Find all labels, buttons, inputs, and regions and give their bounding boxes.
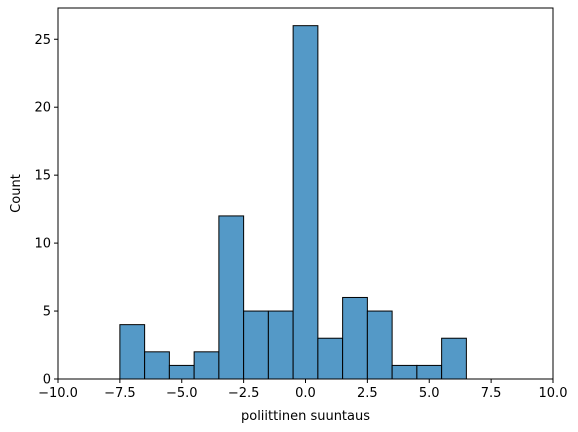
x-tick-label: 2.5 bbox=[357, 386, 378, 401]
x-tick-label: 10.0 bbox=[539, 386, 568, 401]
x-tick-label: 7.5 bbox=[481, 386, 502, 401]
y-tick-label: 5 bbox=[43, 305, 51, 320]
histogram-bar bbox=[243, 310, 269, 380]
histogram-bar bbox=[218, 215, 245, 380]
x-tick-label: 0.0 bbox=[295, 386, 316, 401]
histogram-bar bbox=[119, 324, 146, 380]
histogram-bar bbox=[144, 351, 170, 380]
histogram-bar bbox=[292, 25, 319, 380]
x-axis: −10.0 −7.5 −5.0 −2.5 0.0 2.5 5.0 7.5 10.0 bbox=[38, 379, 567, 401]
bars-group bbox=[119, 25, 467, 380]
histogram-bar bbox=[416, 364, 443, 380]
x-axis-label: poliittinen suuntaus bbox=[241, 409, 370, 424]
histogram-bar bbox=[391, 364, 418, 380]
histogram-bar bbox=[366, 310, 393, 380]
histogram-bar bbox=[342, 296, 368, 380]
x-tick-label: 5.0 bbox=[419, 386, 440, 401]
y-tick-label: 25 bbox=[34, 33, 51, 48]
histogram-bar bbox=[168, 364, 195, 380]
x-tick-label: −7.5 bbox=[104, 386, 136, 401]
histogram-bar bbox=[317, 337, 344, 380]
y-tick-label: 10 bbox=[34, 237, 51, 252]
y-tick-label: 0 bbox=[43, 373, 51, 388]
histogram-bar bbox=[441, 337, 467, 380]
x-tick-label: −5.0 bbox=[166, 386, 198, 401]
histogram-bar bbox=[267, 310, 294, 380]
histogram-bar bbox=[193, 351, 220, 380]
x-tick-label: −2.5 bbox=[228, 386, 260, 401]
x-tick-label: −10.0 bbox=[38, 386, 78, 401]
y-tick-label: 20 bbox=[34, 101, 51, 116]
y-axis-label: Count bbox=[9, 174, 24, 213]
y-axis: 0 5 10 15 20 25 bbox=[34, 33, 58, 388]
y-tick-label: 15 bbox=[34, 169, 51, 184]
